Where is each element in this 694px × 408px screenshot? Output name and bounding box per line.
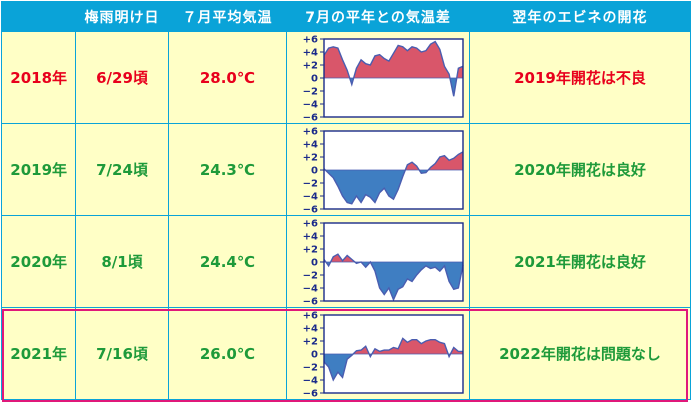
july-temp-cell: 28.0℃ — [167, 31, 288, 124]
anomaly-line — [323, 252, 464, 302]
rainy-end-date-cell: 7/24頃 — [75, 123, 169, 216]
bloom-result-cell: 2020年開花は良好 — [469, 123, 691, 216]
table-row: 2019年 7/24頃 24.3℃ +6 +4 +2 0 −2 −4 −6 2020年開花は… — [0, 123, 691, 216]
anomaly-chart: +6+4 +2 0 −2 −4 −6 — [303, 219, 464, 305]
y-tick-label: −2 — [303, 86, 318, 97]
july-temp-cell: 26.0℃ — [167, 307, 288, 400]
y-tick-label: +2 — [303, 244, 318, 255]
y-tick-label: +4 — [303, 231, 318, 242]
table-row: 2018年 6/29頃 28.0℃ +6 +4 +2 0 −2 −4 −6 2019年開花は… — [0, 31, 691, 124]
anomaly-line — [323, 40, 464, 96]
anomaly-chart-cell: +6 +4 +2 0 −2 −4 −6 — [286, 215, 470, 308]
comparison-table: 梅雨明け日 ７月平均気温 7月の平年との気温差 翌年のエビネの開花 2018年 … — [0, 1, 691, 400]
anomaly-line — [323, 150, 464, 205]
y-tick-label: 0 — [311, 349, 318, 360]
y-tick-label: +2 — [303, 60, 318, 71]
header-next-year-bloom: 翌年のエビネの開花 — [469, 1, 691, 32]
y-tick-label: 0 — [311, 165, 318, 176]
header-row: 梅雨明け日 ７月平均気温 7月の平年との気温差 翌年のエビネの開花 — [0, 1, 691, 32]
year-cell: 2018年 — [0, 31, 77, 124]
bloom-result-cell: 2019年開花は不良 — [469, 31, 691, 124]
y-tick-label: +6 — [303, 127, 318, 138]
year-cell: 2020年 — [0, 215, 77, 308]
anomaly-chart-cell: +6 +4 +2 0 −2 −4 −6 — [286, 31, 470, 124]
y-tick-label: −4 — [303, 283, 318, 294]
y-tick-label: 0 — [311, 73, 318, 84]
y-tick-label: +6 — [303, 35, 318, 46]
header-rainy-season-end: 梅雨明け日 — [75, 1, 169, 32]
plot-frame — [323, 221, 464, 302]
year-cell: 2021年 — [0, 307, 77, 400]
header-year — [0, 1, 77, 32]
bloom-result-cell: 2022年開花は問題なし — [469, 307, 691, 400]
negative-anomaly-area — [324, 169, 464, 204]
y-tick-label: −6 — [303, 388, 318, 397]
table-row: 2020年 8/1頃 24.4℃ +6 +4 +2 0 −2 −4 −6 2021年開花は良… — [0, 215, 691, 308]
y-tick-label: −2 — [303, 178, 318, 189]
anomaly-chart: +6+4 +2 0 −2 −4 −6 — [303, 311, 464, 397]
negative-anomaly-area — [324, 261, 464, 300]
y-tick-label: −4 — [303, 375, 318, 386]
y-tick-label: −2 — [303, 362, 318, 373]
y-tick-label: −4 — [303, 99, 318, 110]
anomaly-line — [323, 336, 464, 382]
anomaly-chart: +6+4 +2 0 −2 −4 −6 — [303, 35, 464, 121]
anomaly-chart-cell: +6 +4 +2 0 −2 −4 −6 — [286, 123, 470, 216]
y-tick-label: −4 — [303, 191, 318, 202]
plot-frame — [323, 313, 464, 394]
y-tick-label: +6 — [303, 311, 318, 322]
y-tick-label: −6 — [303, 296, 318, 305]
plot-frame — [323, 129, 464, 210]
y-tick-label: 0 — [311, 257, 318, 268]
rainy-end-date-cell: 8/1頃 — [75, 215, 169, 308]
y-tick-label: +6 — [303, 219, 318, 230]
anomaly-chart: +6+4 +2 0 −2 −4 −6 — [303, 127, 464, 213]
plot-frame — [323, 37, 464, 118]
positive-anomaly-area — [324, 41, 464, 78]
y-tick-label: +2 — [303, 152, 318, 163]
july-temp-cell: 24.4℃ — [167, 215, 288, 308]
bloom-result-cell: 2021年開花は良好 — [469, 215, 691, 308]
rainy-end-date-cell: 7/16頃 — [75, 307, 169, 400]
year-cell: 2019年 — [0, 123, 77, 216]
y-tick-label: −6 — [303, 204, 318, 213]
header-temp-anomaly: 7月の平年との気温差 — [286, 1, 470, 32]
anomaly-chart-cell: +6 +4 +2 0 −2 −4 −6 — [286, 307, 470, 400]
positive-anomaly-area — [324, 151, 464, 170]
y-tick-label: +2 — [303, 336, 318, 347]
rainy-end-date-cell: 6/29頃 — [75, 31, 169, 124]
y-tick-label: +4 — [303, 323, 318, 334]
y-tick-label: +4 — [303, 47, 318, 58]
positive-anomaly-area — [324, 337, 464, 354]
header-july-average-temp: ７月平均気温 — [167, 1, 288, 32]
y-tick-label: −2 — [303, 270, 318, 281]
july-temp-cell: 24.3℃ — [167, 123, 288, 216]
y-tick-label: −6 — [303, 112, 318, 121]
table-row: 2021年 7/16頃 26.0℃ +6 +4 +2 0 −2 −4 −6 2022年開花は… — [0, 307, 691, 400]
y-tick-label: +4 — [303, 139, 318, 150]
